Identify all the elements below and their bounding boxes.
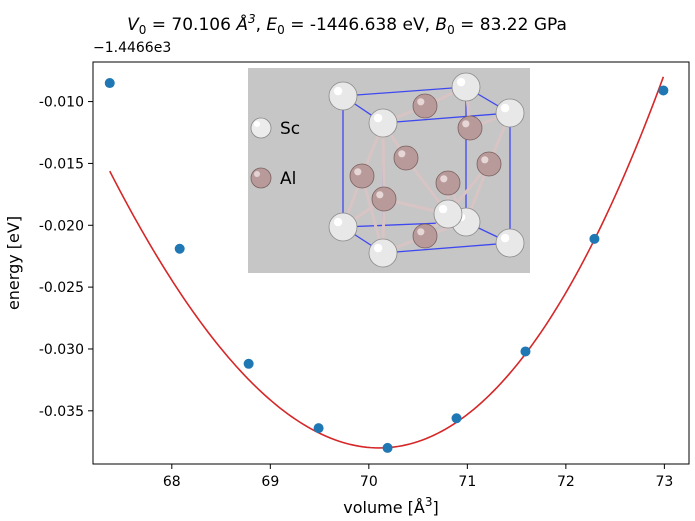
- x-tick-label-71: 71: [458, 474, 476, 490]
- sc-atom-9-highlight: [438, 204, 448, 214]
- y-tick-label--0.010: -0.010: [39, 95, 84, 111]
- x-tick-label-69: 69: [261, 474, 279, 490]
- sc-atom-1-highlight: [333, 86, 343, 96]
- al-atom-7: [412, 223, 438, 249]
- x-axis-label: volume [Å3]: [343, 495, 438, 517]
- al-atom-6-highlight: [462, 120, 470, 128]
- sc-atom-4-highlight: [500, 103, 510, 113]
- al-atom-4-highlight: [440, 175, 448, 183]
- cell-edge-8: [382, 242, 511, 254]
- data-point-2: [174, 243, 185, 254]
- sc-atom-5-highlight: [333, 217, 343, 227]
- legend-label-sc: Sc: [280, 119, 300, 139]
- al-atom-1: [412, 93, 438, 119]
- y-tick-label--0.015: -0.015: [39, 156, 84, 172]
- x-tick-label-73: 73: [655, 474, 673, 490]
- data-point-9: [658, 85, 669, 96]
- al-atom-8: [371, 186, 397, 212]
- al-atom-4: [435, 170, 461, 196]
- cell-edge-1: [342, 86, 467, 97]
- al-atom-3-highlight: [398, 150, 406, 158]
- y-tick-label--0.020: -0.020: [39, 218, 84, 234]
- data-point-4: [313, 423, 324, 434]
- data-point-3: [243, 358, 254, 369]
- al-atom-highlight: [254, 171, 260, 177]
- x-tick-label-70: 70: [360, 474, 378, 490]
- x-tick-label-68: 68: [163, 474, 181, 490]
- legend-al: Al: [250, 167, 296, 189]
- al-atom-2: [349, 163, 375, 189]
- axis-ticks: 68 69 70 71 72 73 -0.035 -0.030 -0.025 -0.020 -0.0…: [39, 95, 673, 490]
- data-point-1: [104, 78, 115, 89]
- plot-area: [92, 61, 690, 465]
- unit-cell-drawing: [328, 72, 525, 268]
- sc-atom-7: [368, 238, 398, 268]
- al-atom-3: [393, 145, 419, 171]
- data-point-5: [382, 442, 393, 453]
- al-atom-5-highlight: [481, 156, 489, 164]
- y-offset-label: −1.4466e3: [93, 40, 171, 56]
- sc-atom-icon: [250, 117, 272, 139]
- data-point-8: [589, 233, 600, 244]
- sc-atom-2-highlight: [456, 77, 466, 87]
- y-tick-label--0.025: -0.025: [39, 280, 84, 296]
- al-atom-7-highlight: [417, 228, 425, 236]
- al-atom-6: [457, 115, 483, 141]
- y-axis-label: energy [eV]: [4, 216, 23, 310]
- data-point-7: [520, 346, 531, 357]
- y-tick-label--0.035: -0.035: [39, 404, 84, 420]
- crystal-structure-inset: Sc Al: [248, 68, 530, 273]
- y-tick-label--0.030: -0.030: [39, 342, 84, 358]
- sc-atom-highlight: [254, 121, 260, 127]
- sc-atom-2: [451, 72, 481, 102]
- al-atom-icon: [250, 167, 272, 189]
- chart-title: V0 = 70.106 Å3, E0 = -1446.638 eV, B0 = …: [127, 12, 567, 37]
- al-atom-1-highlight: [417, 98, 425, 106]
- legend-sc: Sc: [250, 117, 300, 139]
- al-atom-8-highlight: [376, 191, 384, 199]
- sc-atom-3-highlight: [373, 113, 383, 123]
- sc-atom-8-highlight: [500, 233, 510, 243]
- sc-atom-5: [328, 212, 358, 242]
- sc-atom-4: [495, 98, 525, 128]
- sc-atom-9: [433, 199, 463, 229]
- cell-edge-4: [382, 112, 511, 124]
- data-points-group: [104, 78, 669, 453]
- sc-atom-7-highlight: [373, 243, 383, 253]
- data-point-6: [451, 413, 462, 424]
- al-atom-5: [476, 151, 502, 177]
- al-atom-2-highlight: [354, 168, 362, 176]
- sc-atom-8: [495, 228, 525, 258]
- sc-atom-1: [328, 81, 358, 111]
- sc-atom-3: [368, 108, 398, 138]
- x-tick-label-72: 72: [557, 474, 575, 490]
- legend-label-al: Al: [280, 169, 296, 189]
